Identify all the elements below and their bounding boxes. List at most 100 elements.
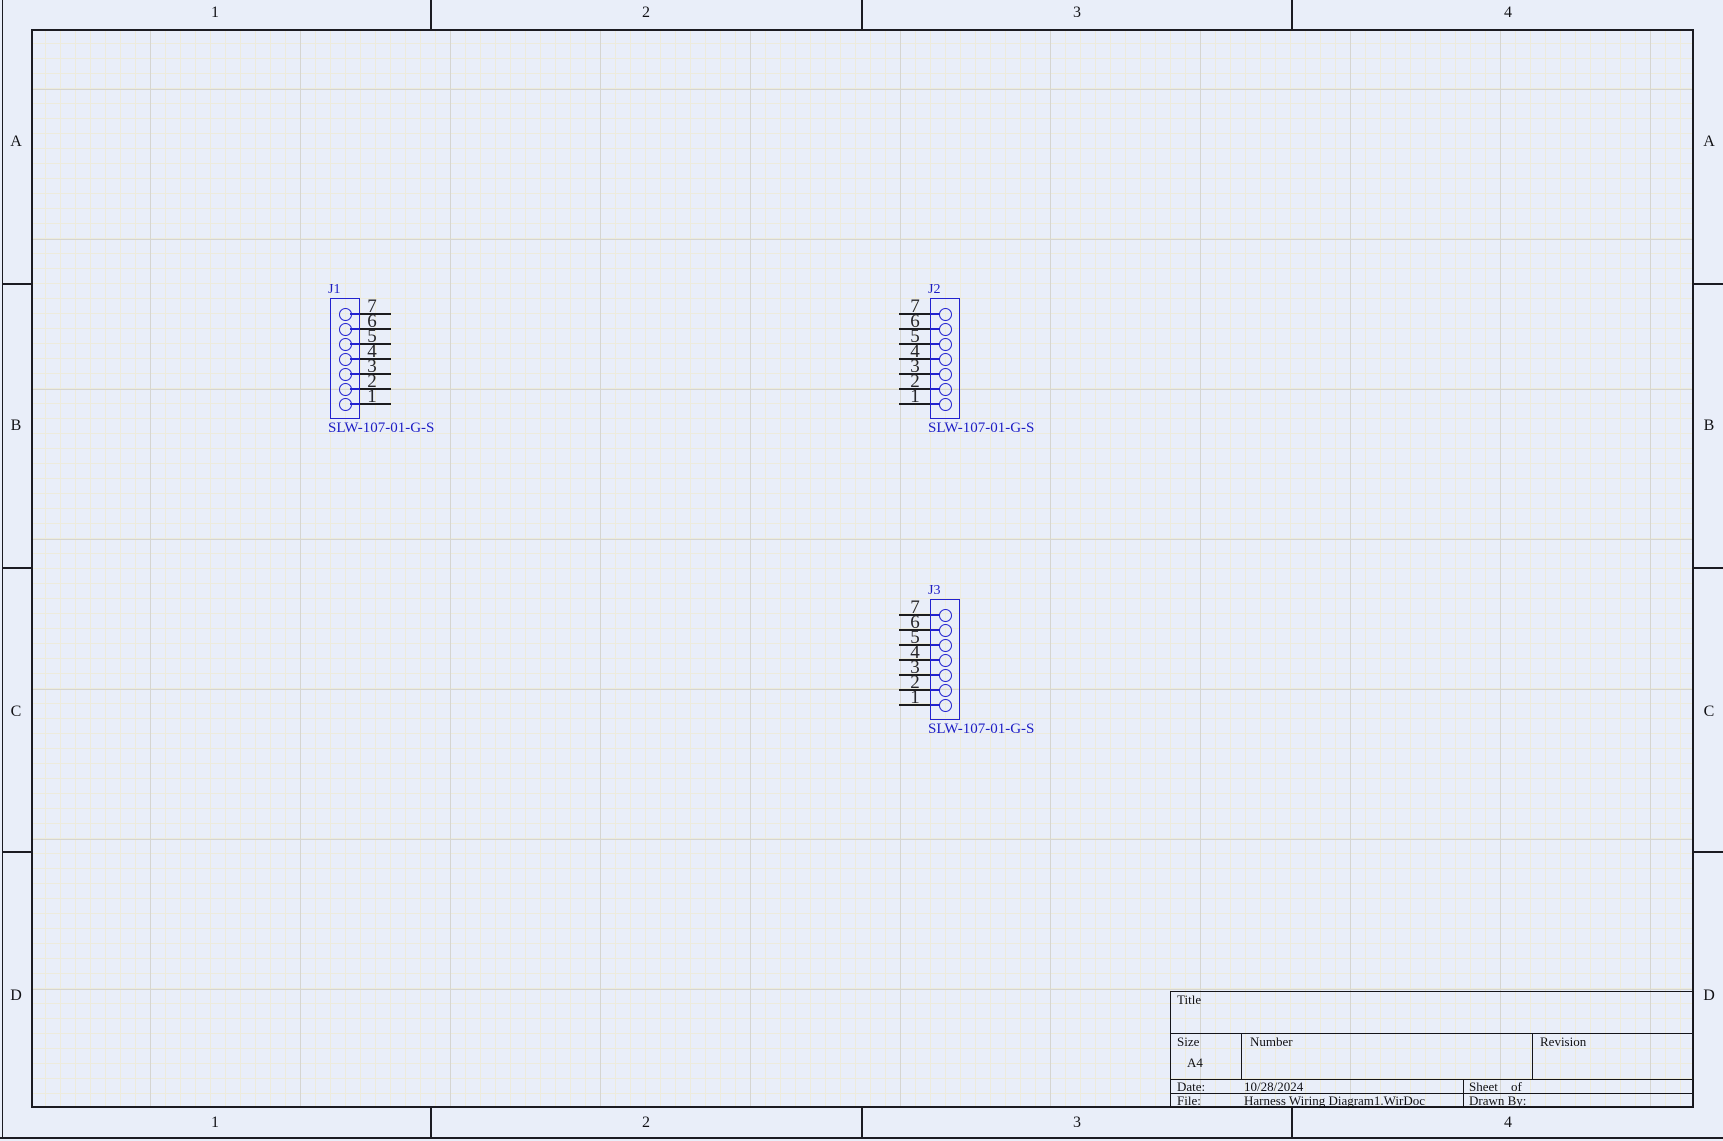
size-label: Size — [1177, 1034, 1200, 1049]
pin-circle[interactable] — [338, 397, 352, 411]
pin-number: 1 — [910, 386, 920, 407]
column-label-top: 1 — [211, 4, 219, 21]
pin-line — [899, 388, 930, 390]
column-divider-tick-bottom — [1291, 1108, 1293, 1137]
row-label-left: D — [10, 987, 22, 1004]
column-label-bottom: 1 — [211, 1114, 219, 1131]
pin-line — [899, 358, 930, 360]
part-number-label[interactable]: SLW-107-01-G-S — [328, 420, 435, 436]
pin-stub — [930, 328, 940, 330]
title-block-line — [1531, 1032, 1533, 1080]
title-block: Title Size Number Revision A4 Date: 10/2… — [1170, 991, 1694, 1108]
pin-line — [899, 313, 930, 315]
pin-circle[interactable] — [938, 653, 952, 667]
pin-circle[interactable] — [338, 307, 352, 321]
pin-number: 6 — [910, 311, 920, 332]
pin-number: 3 — [910, 657, 920, 678]
pin-line — [360, 388, 391, 390]
pin-circle[interactable] — [938, 698, 952, 712]
designator-label[interactable]: J1 — [328, 282, 341, 297]
pin-circle[interactable] — [338, 367, 352, 381]
title-block-line — [1462, 1078, 1464, 1107]
pin-stub — [930, 373, 940, 375]
pin-stub — [350, 328, 360, 330]
pin-line — [360, 358, 391, 360]
drawn-by-label: Drawn By: — [1469, 1092, 1527, 1108]
row-divider-tick-right — [1694, 283, 1723, 285]
pin-number: 5 — [367, 326, 377, 347]
pin-circle[interactable] — [938, 397, 952, 411]
pin-number: 5 — [910, 627, 920, 648]
pin-line — [360, 373, 391, 375]
pin-circle[interactable] — [938, 608, 952, 622]
row-label-right: C — [1703, 703, 1715, 720]
pin-stub — [930, 403, 940, 405]
row-label-left: C — [10, 703, 22, 720]
pin-circle[interactable] — [338, 382, 352, 396]
pin-number: 1 — [367, 386, 377, 407]
pin-stub — [350, 373, 360, 375]
pin-circle[interactable] — [938, 352, 952, 366]
pin-number: 5 — [910, 326, 920, 347]
pin-line — [360, 328, 391, 330]
pin-circle[interactable] — [938, 322, 952, 336]
pin-stub — [930, 659, 940, 661]
pin-circle[interactable] — [338, 322, 352, 336]
pin-stub — [350, 313, 360, 315]
pin-stub — [930, 674, 940, 676]
pin-number: 2 — [910, 371, 920, 392]
pin-circle[interactable] — [938, 367, 952, 381]
row-label-left: B — [10, 417, 22, 434]
row-divider-tick-left — [2, 283, 31, 285]
pin-line — [899, 373, 930, 375]
pin-circle[interactable] — [938, 382, 952, 396]
designator-label[interactable]: J3 — [928, 583, 941, 598]
pin-number: 7 — [910, 597, 920, 618]
pin-number: 3 — [367, 356, 377, 377]
number-label: Number — [1250, 1034, 1293, 1049]
column-label-top: 4 — [1504, 4, 1512, 21]
pin-circle[interactable] — [338, 352, 352, 366]
row-label-right: A — [1703, 133, 1715, 150]
pin-circle[interactable] — [938, 307, 952, 321]
row-label-right: D — [1703, 987, 1715, 1004]
sheet-outer-border-left — [1, 0, 4, 1139]
pin-stub — [930, 313, 940, 315]
pin-stub — [350, 358, 360, 360]
pin-line — [899, 614, 930, 616]
pin-circle[interactable] — [938, 683, 952, 697]
pin-circle[interactable] — [938, 668, 952, 682]
pin-circle[interactable] — [338, 337, 352, 351]
column-divider-tick-bottom — [861, 1108, 863, 1137]
column-label-top: 2 — [642, 4, 650, 21]
pin-number: 3 — [910, 356, 920, 377]
row-divider-tick-right — [1694, 567, 1723, 569]
column-label-top: 3 — [1073, 4, 1081, 21]
pin-circle[interactable] — [938, 623, 952, 637]
pin-circle[interactable] — [938, 337, 952, 351]
row-label-left: A — [10, 133, 22, 150]
pin-stub — [930, 629, 940, 631]
sheet-grid-area — [31, 29, 1694, 1108]
title-block-line — [1240, 1032, 1242, 1080]
pin-number: 4 — [910, 642, 920, 663]
pin-line — [360, 403, 391, 405]
pin-number: 2 — [367, 371, 377, 392]
column-label-bottom: 2 — [642, 1114, 650, 1131]
column-divider-tick-bottom — [430, 1108, 432, 1137]
pin-line — [899, 629, 930, 631]
row-divider-tick-left — [2, 851, 31, 853]
pin-stub — [930, 704, 940, 706]
pin-number: 2 — [910, 672, 920, 693]
pin-number: 4 — [367, 341, 377, 362]
column-label-bottom: 3 — [1073, 1114, 1081, 1131]
title-block-line — [1171, 1032, 1692, 1034]
pin-circle[interactable] — [938, 638, 952, 652]
part-number-label[interactable]: SLW-107-01-G-S — [928, 420, 1035, 436]
pin-number: 7 — [910, 296, 920, 317]
pin-line — [899, 659, 930, 661]
pin-line — [360, 343, 391, 345]
part-number-label[interactable]: SLW-107-01-G-S — [928, 721, 1035, 737]
designator-label[interactable]: J2 — [928, 282, 941, 297]
row-divider-tick-right — [1694, 851, 1723, 853]
